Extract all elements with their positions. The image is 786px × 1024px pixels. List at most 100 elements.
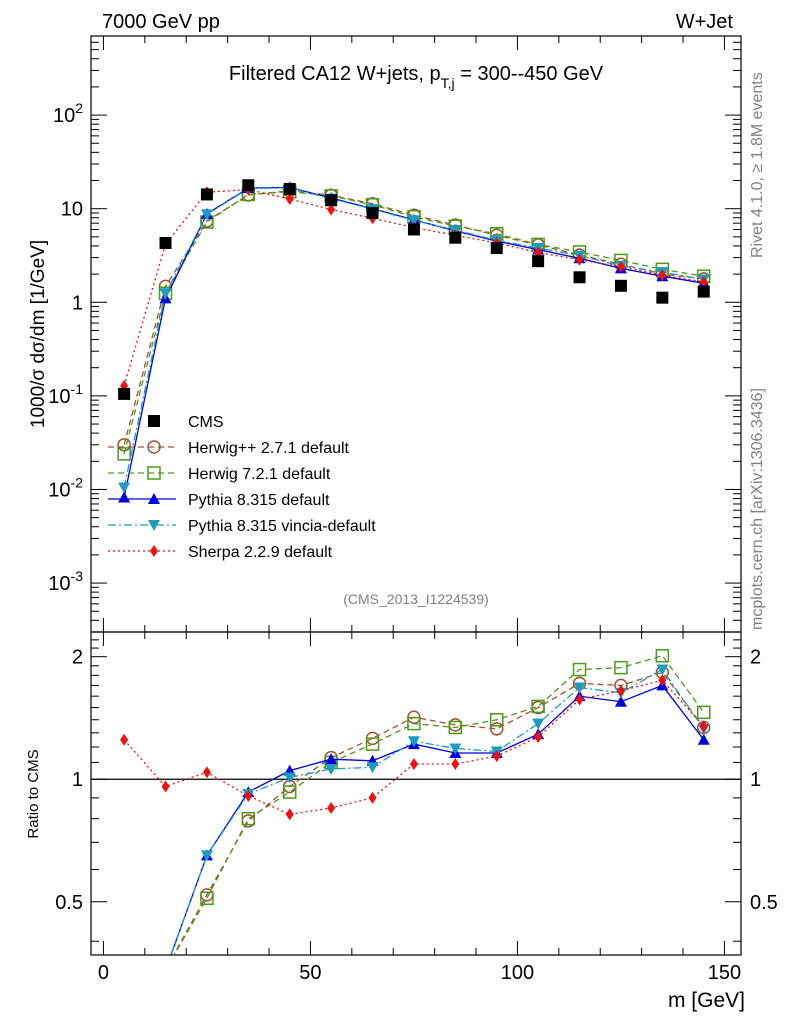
ratio-marker [282, 785, 297, 799]
ratio-marker [658, 674, 667, 687]
legend-label: Herwig++ 2.7.1 default [188, 440, 350, 457]
series-marker [117, 447, 131, 461]
ratio-tick-label-right: 2 [750, 647, 761, 669]
ratio-marker [160, 965, 172, 976]
ratio-marker [575, 693, 584, 706]
ratio-marker [696, 705, 711, 720]
y-tick-label: 10-2 [48, 474, 83, 501]
x-tick-label: 100 [501, 962, 534, 984]
ratio-tick-label-left: 2 [72, 647, 83, 669]
data-point [697, 285, 710, 298]
ratio-tick-label-left: 0.5 [55, 892, 83, 914]
series-marker [534, 246, 543, 259]
header-process-label: W+Jet [676, 11, 734, 33]
legend-marker [147, 466, 161, 480]
ratio-marker [120, 733, 129, 746]
ratio-marker [407, 736, 420, 748]
ratio-marker [200, 850, 213, 862]
series-marker [616, 260, 625, 273]
ratio-marker [202, 766, 211, 779]
data-point [200, 188, 213, 201]
data-point [366, 206, 379, 219]
legend-marker [148, 415, 160, 427]
ratio-marker [697, 733, 710, 745]
y-tick-label: 102 [53, 100, 83, 127]
main-plot-frame [90, 35, 742, 633]
ratio-marker [118, 986, 130, 998]
ratio-tick-label-right: 0.5 [750, 892, 778, 914]
legend-label: Sherpa 2.2.9 default [188, 544, 333, 561]
y-tick-label: 10-3 [48, 568, 83, 595]
legend-label: Pythia 8.315 default [188, 492, 330, 509]
axis-tick-labels: 0 50 100 150 10-3 10-2 10-1 1 10 102 0.5 0.5 1 1 2 2 [48, 100, 778, 984]
ratio-marker [118, 986, 130, 997]
ratio-marker [327, 801, 336, 814]
series-marker [658, 269, 667, 282]
data-point [159, 236, 172, 249]
ratio-tick-label-right: 1 [750, 769, 761, 791]
data-point [490, 242, 503, 255]
ratio-marker [614, 695, 627, 707]
series-line [123, 187, 704, 488]
data-point [118, 387, 131, 400]
data-point [242, 179, 255, 192]
series-marker [159, 288, 172, 300]
ratio-marker [285, 808, 294, 821]
ratio-marker [492, 750, 501, 763]
ratio-tick-label-left: 1 [72, 769, 83, 791]
ratio-line [170, 684, 705, 955]
legend-marker [150, 545, 158, 557]
ratio-marker [365, 737, 380, 751]
data-point [532, 255, 545, 268]
data-point [449, 231, 462, 244]
ratio-marker [655, 649, 670, 663]
ratio-marker [368, 791, 377, 804]
ratio-marker [614, 660, 628, 675]
legend-marker [148, 520, 160, 531]
series-marker [118, 482, 131, 494]
legend-label: CMS [188, 414, 224, 431]
ratio-marker [451, 758, 460, 771]
ratio-marker [489, 722, 504, 736]
y-tick-label: 10-1 [48, 381, 83, 408]
x-tick-label: 150 [708, 962, 741, 984]
y-tick-label: 10 [61, 199, 83, 221]
ratio-marker [160, 964, 172, 976]
ratio-marker [241, 811, 256, 826]
ratio-marker [572, 662, 587, 677]
x-tick-label: 0 [98, 962, 109, 984]
ratio-marker [160, 964, 172, 975]
ratio-marker [118, 987, 130, 998]
ratio-marker [200, 891, 214, 906]
ratio-marker [573, 682, 586, 694]
data-point [573, 271, 586, 284]
series-marker [575, 253, 584, 266]
ratio-axis-label: Ratio to CMS [25, 749, 42, 838]
ratio-line [123, 679, 705, 815]
series-marker [117, 438, 131, 452]
ratio-marker [531, 699, 545, 714]
data-point [283, 183, 296, 196]
rivet-version-label: Rivet 4.1.0, ≥ 1.8M events [749, 72, 766, 258]
ratio-marker [366, 762, 379, 774]
ratio-marker [407, 716, 421, 731]
ratio-line [173, 655, 705, 955]
legend-marker [148, 493, 160, 504]
ratio-marker [244, 789, 253, 802]
series-marker [327, 203, 336, 216]
ratio-marker [325, 753, 338, 765]
ratio-series-group [118, 649, 711, 998]
ratio-marker [283, 772, 296, 784]
ratio-marker [161, 780, 170, 793]
chart-title: Filtered CA12 W+jets, pT,j = 300--450 Ge… [229, 63, 604, 91]
series-line [123, 191, 704, 455]
data-point [656, 291, 669, 304]
ratio-marker [409, 758, 418, 771]
x-tick-label: 50 [299, 962, 321, 984]
ratio-marker [616, 684, 625, 697]
header-energy-label: 7000 GeV pp [102, 11, 220, 33]
ratio-plot-frame [90, 631, 742, 956]
axis-ticks [91, 35, 741, 955]
series-marker [407, 215, 420, 227]
